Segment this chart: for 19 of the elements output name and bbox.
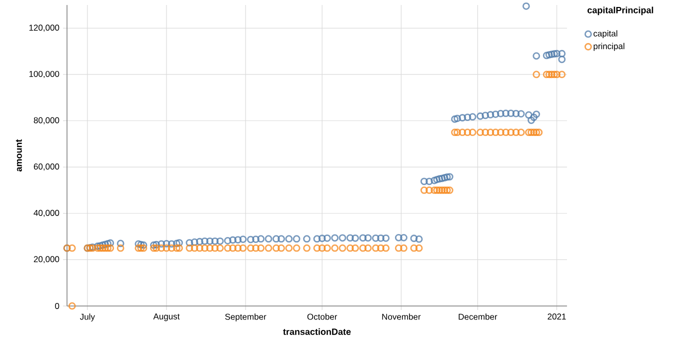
y-tick-label: 40,000 <box>34 210 60 217</box>
x-tick-label: December <box>458 314 498 320</box>
y-tick-label: 0 <box>55 302 60 309</box>
x-axis-title: transactionDate <box>283 328 351 335</box>
y-tick-label: 20,000 <box>34 256 60 264</box>
x-tick-label: September <box>225 314 266 322</box>
x-tick-label: July <box>80 314 95 322</box>
y-tick-label: 60,000 <box>34 164 60 171</box>
x-tick-label: August <box>153 314 180 322</box>
y-tick-label: 100,000 <box>29 70 60 78</box>
x-tick-label: 2021 <box>548 314 566 320</box>
legend-title: capitalPrincipal <box>588 6 654 16</box>
y-tick-label: 120,000 <box>29 24 60 32</box>
x-tick-label: October <box>307 314 338 320</box>
legend-label: capital <box>594 30 618 38</box>
y-axis-title: amount <box>16 139 22 172</box>
y-tick-label: 80,000 <box>34 117 60 124</box>
legend-label: principal <box>594 42 624 51</box>
x-tick-label: November <box>382 314 421 320</box>
